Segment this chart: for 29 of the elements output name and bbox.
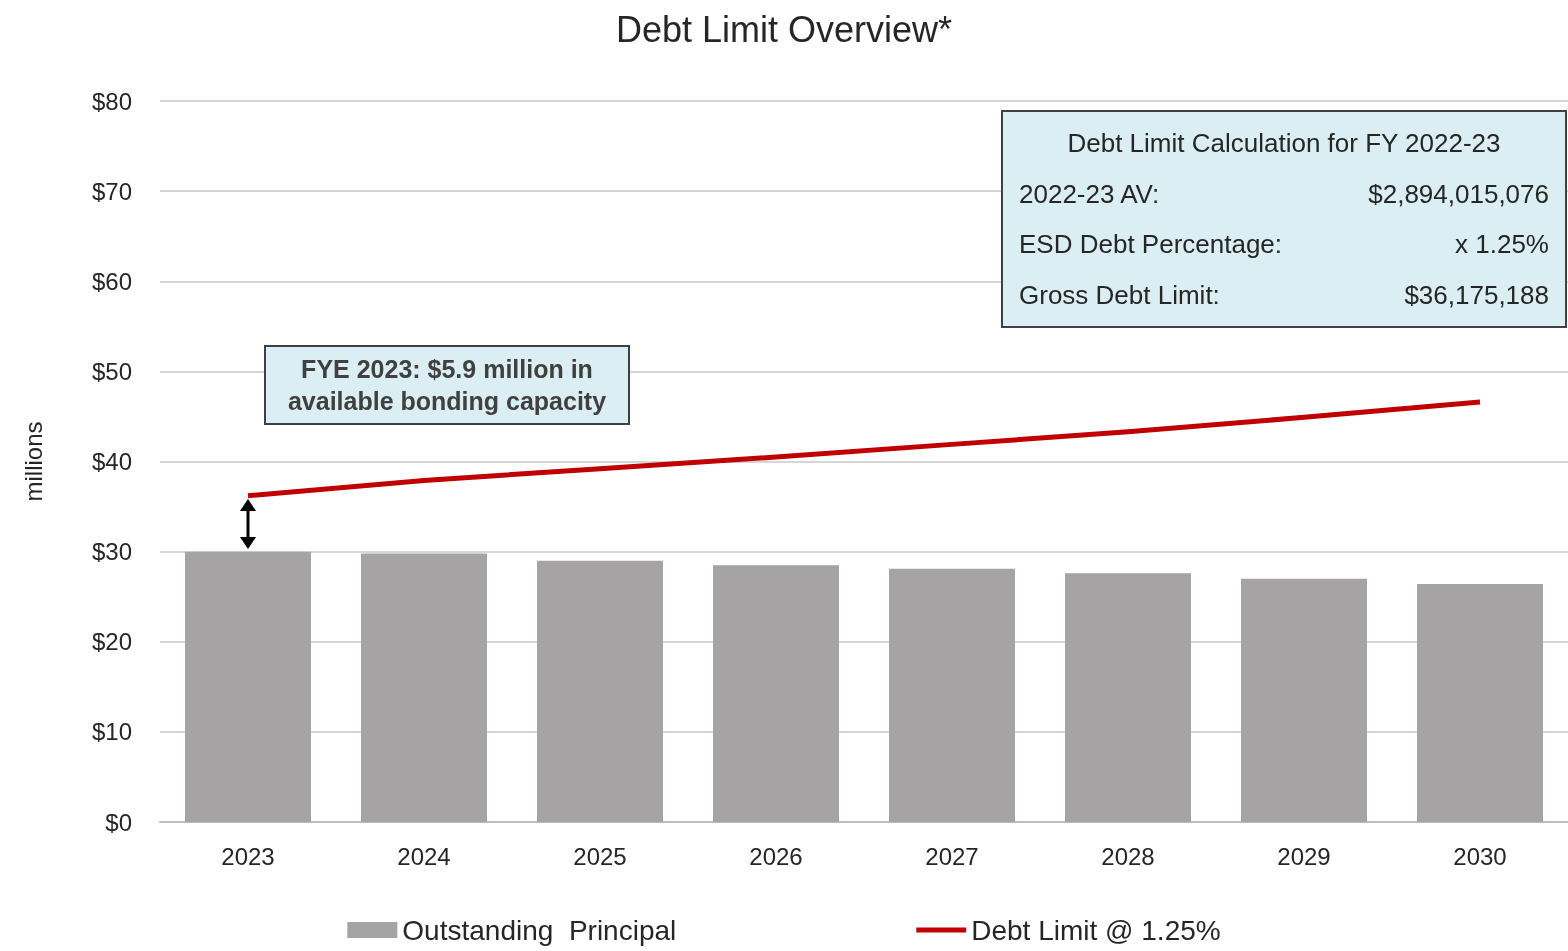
chart-title: Debt Limit Overview*: [615, 8, 953, 50]
y-axis-title: millions: [19, 421, 47, 502]
y-tick-label: $70: [91, 177, 132, 205]
x-tick-label: 2030: [1453, 842, 1507, 870]
y-tick-label: $50: [91, 357, 132, 385]
x-tick-label: 2027: [925, 842, 979, 870]
legend-label: Debt Limit @ 1.25%: [971, 914, 1221, 946]
y-tick-label: $40: [91, 448, 132, 475]
y-tick-label: $30: [91, 538, 132, 566]
y-tick-label: $20: [91, 628, 132, 656]
x-tick-label: 2028: [1101, 842, 1155, 870]
annotation: Gross Debt Limit:: [1019, 278, 1220, 312]
x-tick-label: 2025: [573, 842, 627, 870]
x-tick-label: 2024: [397, 842, 451, 870]
annotation: $36,175,188: [1404, 278, 1549, 312]
y-tick-label: $80: [91, 87, 132, 115]
x-tick-label: 2023: [221, 842, 275, 870]
annotation: 2022-23 AV:: [1019, 177, 1160, 211]
x-tick-label: 2029: [1277, 842, 1331, 870]
y-tick-label: $0: [105, 808, 132, 836]
annotation: $2,894,015,076: [1368, 177, 1549, 211]
annotation: ESD Debt Percentage:: [1019, 228, 1283, 261]
legend-label: Outstanding Principal: [402, 914, 677, 946]
annotation: x 1.25%: [1455, 228, 1549, 261]
y-tick-label: $60: [91, 267, 132, 295]
annotation: Debt Limit Calculation for FY 2022-23: [1066, 127, 1502, 160]
y-tick-label: $10: [91, 718, 132, 746]
x-tick-label: 2026: [749, 842, 803, 870]
annotation: FYE 2023: $5.9 million in available bonding capacity: [264, 345, 630, 425]
